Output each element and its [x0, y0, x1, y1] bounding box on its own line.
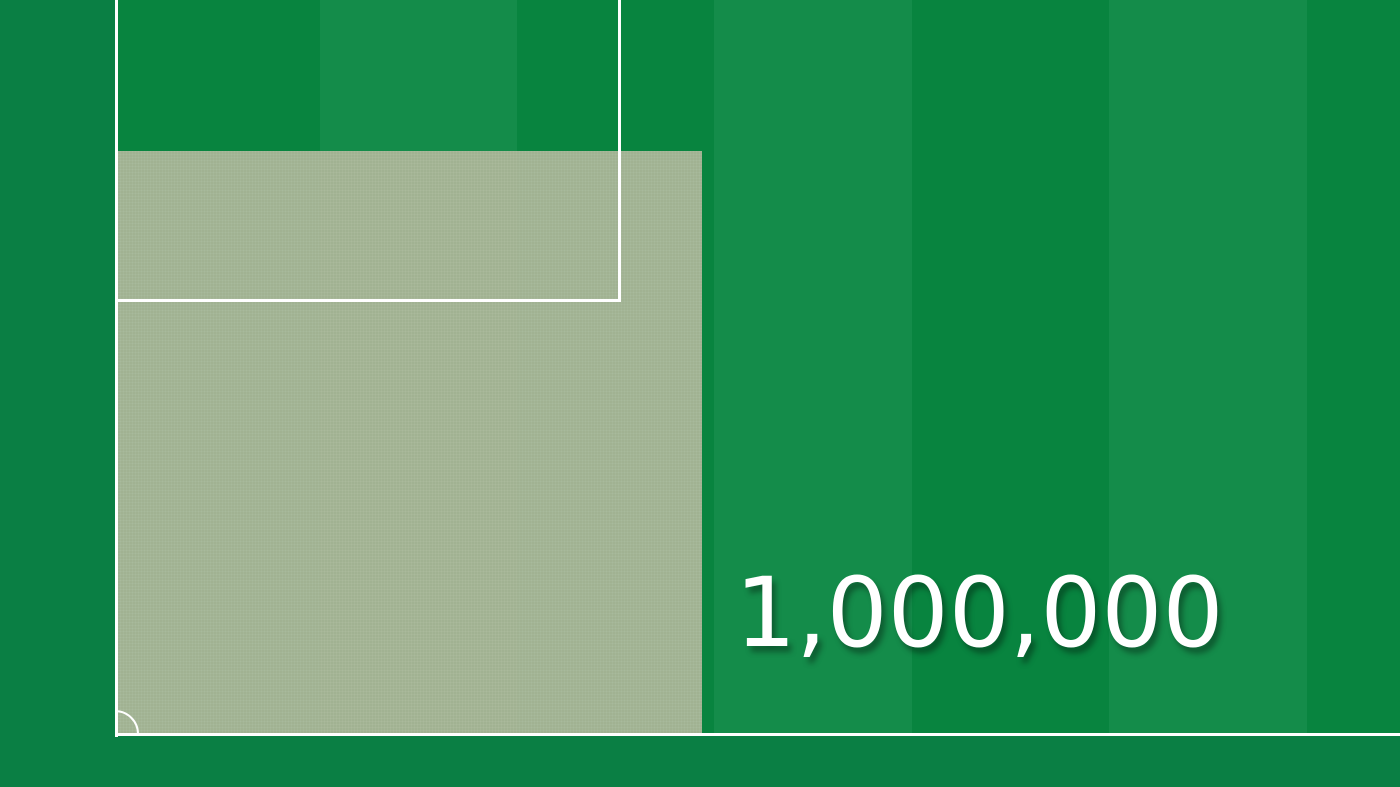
corner-arc [117, 710, 139, 736]
counter-value: 1,000,000 [735, 557, 1224, 669]
penalty-box-lines [115, 0, 621, 302]
touchline [115, 0, 118, 737]
corner-arc-clip [117, 0, 157, 736]
pitch-stripe [1307, 0, 1400, 736]
goal-line [115, 733, 1400, 736]
pitch-surround [0, 0, 117, 736]
highlighted-area [117, 151, 702, 734]
pitch-surround [0, 736, 1400, 787]
pitch-stripe [912, 0, 1109, 736]
pitch-stripe [1109, 0, 1307, 736]
pitch-stripe [714, 0, 912, 736]
